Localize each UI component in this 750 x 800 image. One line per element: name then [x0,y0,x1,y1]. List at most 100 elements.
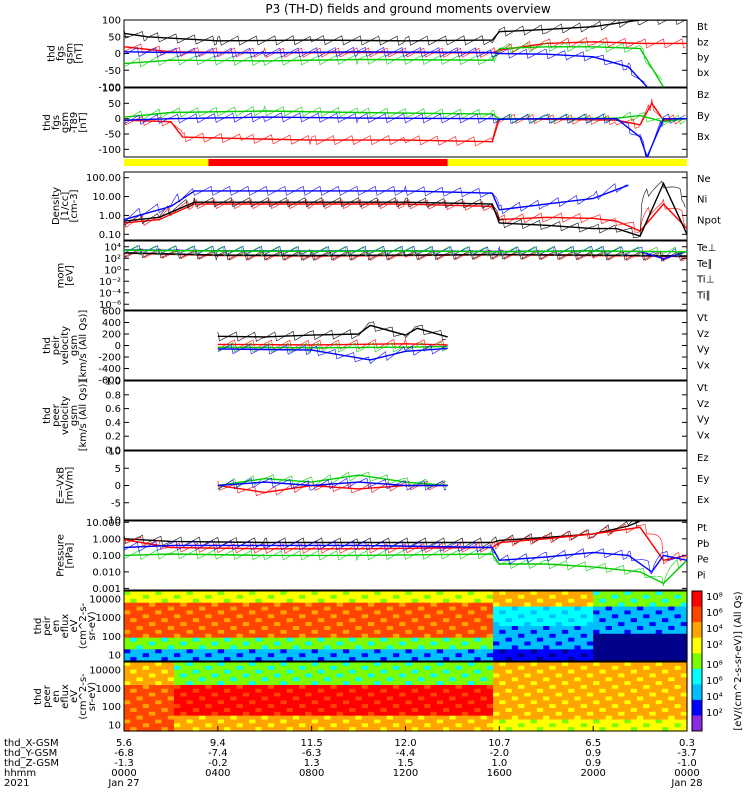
spectrogram-cell [574,669,582,675]
x-row-value: -0.2 [208,758,228,769]
spectrogram-cell [430,696,438,701]
spectrogram-cell [461,688,469,694]
spectrogram-cell [392,719,400,724]
spectrogram-cell [649,626,657,631]
spectrogram-cell [342,662,350,667]
spectrogram-cell [317,606,325,612]
spectrogram-cell [511,602,519,608]
spectrogram-cell [661,723,669,728]
y-axis-label-line: [nT] [78,112,89,132]
spectrogram-cell [668,591,676,596]
spectrogram-cell [630,622,638,627]
spectrogram-cell [611,618,619,623]
spectrogram-cell [624,665,632,671]
spectrogram-cell [267,700,275,705]
spectrogram-cell [680,594,688,600]
spectrogram-cell [536,626,544,631]
spectrogram-cell [430,723,438,728]
spectrogram-cell [236,626,244,631]
spectrogram-cell [611,622,619,627]
spectrogram-cell [149,649,156,654]
spectrogram-cell [618,700,626,705]
spectrogram-cell [611,708,619,713]
spectrogram-cell [392,665,400,671]
spectrogram-cell [192,626,200,631]
y-tick-label: 0.2 [105,432,121,443]
spectrogram-cell [493,685,500,690]
spectrogram-cell [499,649,507,654]
spectrogram-cell [418,594,425,600]
spectrogram-cell [499,645,507,650]
spectrogram-cell [611,696,619,701]
spectrogram-cell [374,677,382,682]
spectrogram-cell [555,626,563,631]
spectrogram-cell [205,715,213,721]
spectrogram-cell [399,708,407,713]
spectrogram-cell [217,653,225,658]
spectrogram-cell [643,637,651,643]
spectrogram-cell [499,622,507,627]
spectrogram-cell [549,708,557,713]
spectrogram-cell [392,711,400,717]
spectrogram-cell [455,591,463,596]
spectrogram-cell [543,715,550,721]
spectrogram-cell [530,626,538,631]
spectrogram-cell [674,594,682,600]
spectrogram-cell [267,719,275,724]
spectrogram-cell [192,633,200,639]
spectrogram-cell [374,711,382,717]
spectrogram-cell [311,637,319,643]
spectrogram-cell [480,645,488,650]
spectrogram-cell [330,606,338,612]
spectrogram-cell [418,637,425,643]
spectrogram-cell [342,719,350,724]
spectrogram-cell [255,708,263,713]
spectrogram-cell [349,637,357,643]
spectrogram-cell [292,696,300,701]
spectrogram-cell [555,610,563,615]
x-row-value: -4.4 [396,748,416,759]
spectrogram-cell [605,715,613,721]
spectrogram-cell [411,622,419,627]
spectrogram-cell [599,708,607,713]
series-line-Pb [124,526,687,562]
spectrogram-cell [568,719,575,724]
spectrogram-cell [130,598,138,604]
y-tick-label: 10 [108,447,121,458]
spectrogram-cell [574,685,582,690]
spectrogram-cell [217,662,225,667]
y-axis-label-line: eV [69,619,80,632]
x-row-value: 0000 [674,768,699,779]
spectrogram-cell [599,614,607,619]
x-row-value: 1.0 [491,758,507,769]
spectrogram-cell [349,606,357,612]
spectrogram-cell [324,669,332,675]
spectrogram-cell [643,633,651,639]
series-noise-by [124,41,663,80]
spectrogram-cell [443,591,450,596]
spectrogram-cell [511,645,519,650]
spectrogram-cell [342,649,350,654]
spectrogram-cell [486,727,494,732]
spectrogram-cell [668,719,676,724]
spectrogram-cell [186,673,194,678]
colorbar-frame [691,590,703,732]
spectrogram-cell [661,591,669,596]
spectrogram-cell [655,645,663,650]
spectrogram-cell [630,715,638,721]
spectrogram-cell [230,591,238,596]
spectrogram-cell [530,594,538,600]
spectrogram-cell [261,708,269,713]
spectrogram-cell [455,618,463,623]
spectrogram-cell [349,645,357,650]
spectrogram-cell [649,633,657,639]
spectrogram-cell [224,637,231,643]
spectrogram-cell [555,649,563,654]
spectrogram-cell [661,662,669,667]
spectrogram-cell [630,591,638,596]
spectrogram-cell [386,645,394,650]
spectrogram-cell [249,657,256,662]
spectrogram-cell [630,700,638,705]
x-row-value: 5.6 [116,738,132,749]
spectrogram-cell [568,708,575,713]
